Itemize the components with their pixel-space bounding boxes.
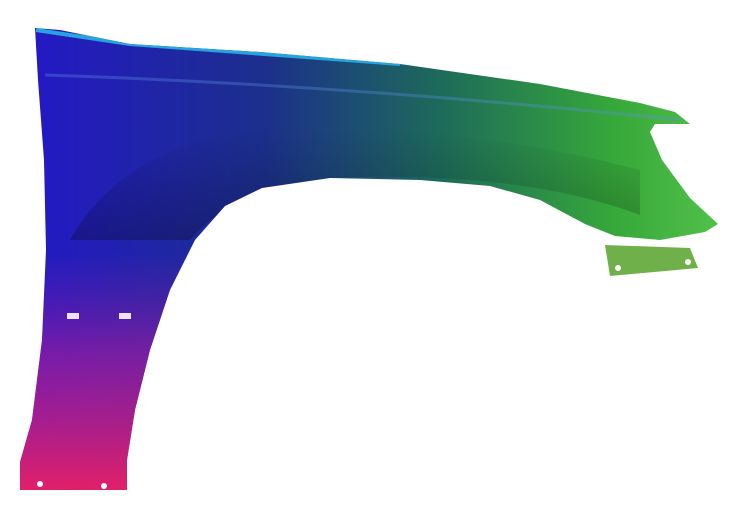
- bolt-hole: [685, 259, 691, 265]
- clip-slot: [119, 313, 131, 319]
- bolt-hole: [101, 483, 107, 489]
- clip-slot: [67, 313, 79, 319]
- bolt-hole: [37, 481, 43, 487]
- mounting-bracket: [605, 245, 698, 276]
- bolt-hole: [615, 265, 621, 271]
